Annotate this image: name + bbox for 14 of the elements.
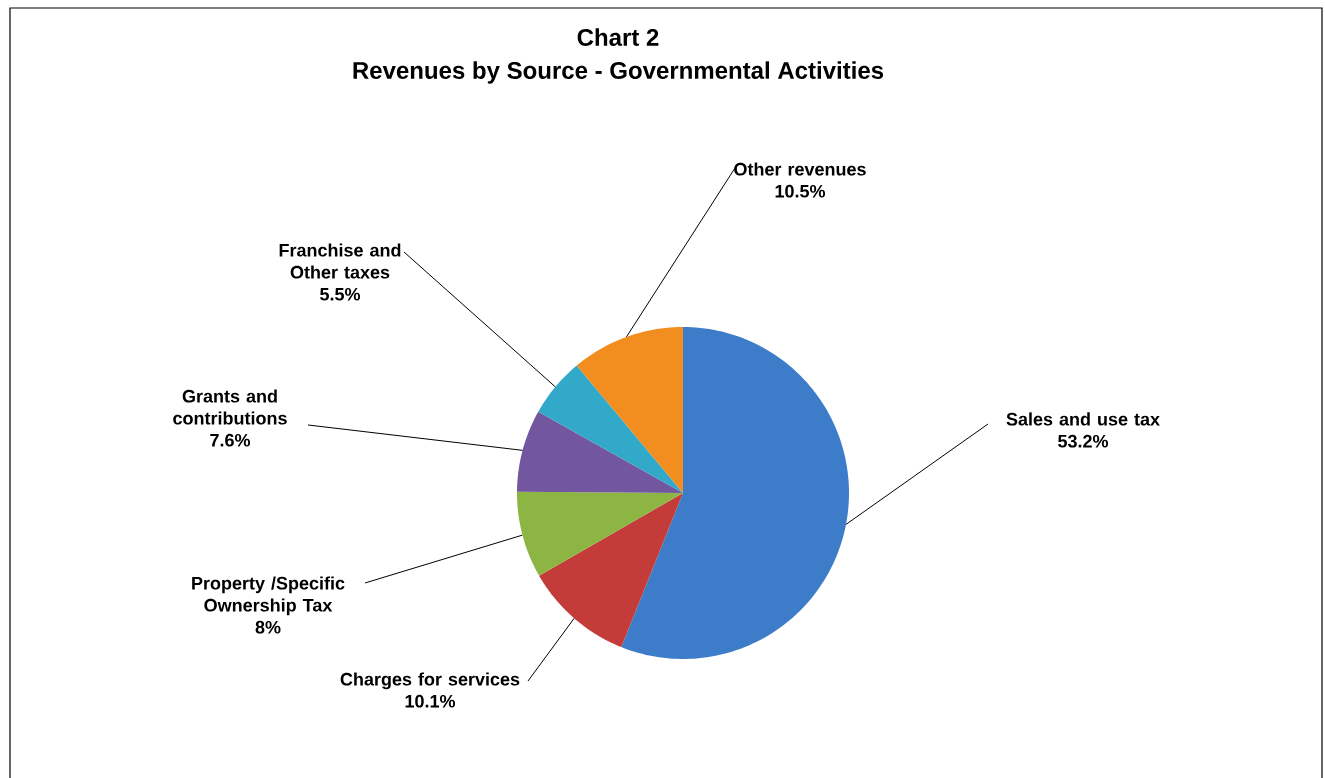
data-label: 53.2% [1058, 434, 1109, 448]
data-label: 5.5% [320, 287, 361, 301]
slice-label: Grants and contributions [173, 389, 287, 425]
slice-label: Other revenues [734, 162, 866, 176]
slice-label: Property /Specific Ownership Tax [192, 576, 345, 616]
data-label: 10.5% [775, 184, 826, 198]
slice-label: Charges for services [340, 672, 520, 690]
chart-subtitle: Revenues by Source - Governmental Activities [353, 61, 884, 84]
slice-label: Sales and use tax [1006, 412, 1160, 426]
slice-label: Franchise and Other taxes [279, 243, 401, 279]
chart-title: Chart 2 [577, 28, 659, 46]
data-label: 8% [255, 620, 281, 634]
data-label: 10.1% [405, 694, 456, 708]
data-label: 7.6% [210, 433, 251, 447]
